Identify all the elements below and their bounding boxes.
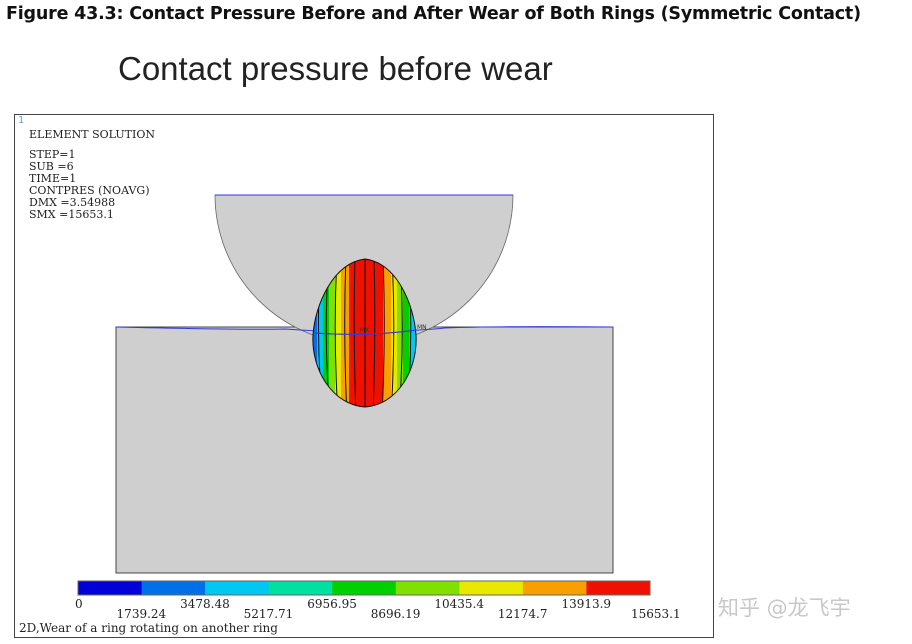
legend-value-label: 5217.71	[243, 607, 294, 621]
contact-line	[314, 329, 418, 336]
plot-title: Contact pressure before wear	[118, 50, 553, 87]
contour-legend-bar	[77, 580, 651, 596]
figure-caption: Figure 43.3: Contact Pressure Before and…	[6, 4, 861, 24]
contour-band	[409, 259, 415, 407]
info-line-step: STEP=1	[29, 148, 76, 161]
legend-value-label: 15653.1	[631, 607, 681, 621]
info-line-sub: SUB =6	[29, 160, 74, 173]
info-line-smx: SMX =15653.1	[29, 208, 114, 221]
lower-ring-body	[115, 326, 614, 574]
legend-swatch	[141, 581, 206, 595]
legend-value-label: 10435.4	[434, 597, 484, 611]
mx-marker: MX	[360, 327, 369, 334]
contour-band	[335, 259, 341, 407]
solution-info-block: ELEMENT SOLUTION STEP=1 SUB =6 TIME=1 CO…	[29, 129, 155, 221]
legend-swatch	[268, 581, 333, 595]
plot-footer: 2D,Wear of a ring rotating on another ri…	[19, 621, 278, 635]
legend-value-label: 0	[75, 597, 83, 611]
info-line-dmx: DMX =3.54988	[29, 196, 116, 209]
legend-swatch	[395, 581, 460, 595]
legend-value-label: 3478.48	[180, 597, 230, 611]
watermark: 知乎 @龙飞宇	[718, 596, 851, 620]
legend-value-label: 12174.7	[497, 607, 548, 621]
legend-swatch	[459, 581, 524, 595]
contour-band	[397, 259, 403, 407]
contact-zone-outline	[312, 258, 417, 408]
info-line-result: CONTPRES (NOAVG)	[29, 184, 150, 197]
legend-swatch	[332, 581, 397, 595]
legend-border	[77, 580, 651, 596]
contour-band	[329, 259, 335, 407]
mn-marker: MN	[417, 324, 427, 331]
window-number: 1	[18, 115, 25, 126]
legend-value-label: 1739.24	[116, 607, 167, 621]
graphics-viewport[interactable]: 1 ELEMENT SOLUTION STEP=1 SUB =6 TIME=1 …	[14, 114, 714, 638]
legend-value-label: 8696.19	[370, 607, 421, 621]
legend-value-label: 6956.95	[307, 597, 357, 611]
legend-swatch	[78, 581, 143, 595]
info-line-time: TIME=1	[29, 172, 77, 185]
legend-swatch	[205, 581, 270, 595]
legend-swatch	[522, 581, 587, 595]
fe-model-plot: MX MN	[77, 194, 651, 596]
info-line-title: ELEMENT SOLUTION	[29, 128, 155, 141]
legend-swatch	[586, 581, 651, 595]
contour-band	[403, 259, 409, 407]
legend-value-label: 13913.9	[561, 597, 612, 611]
